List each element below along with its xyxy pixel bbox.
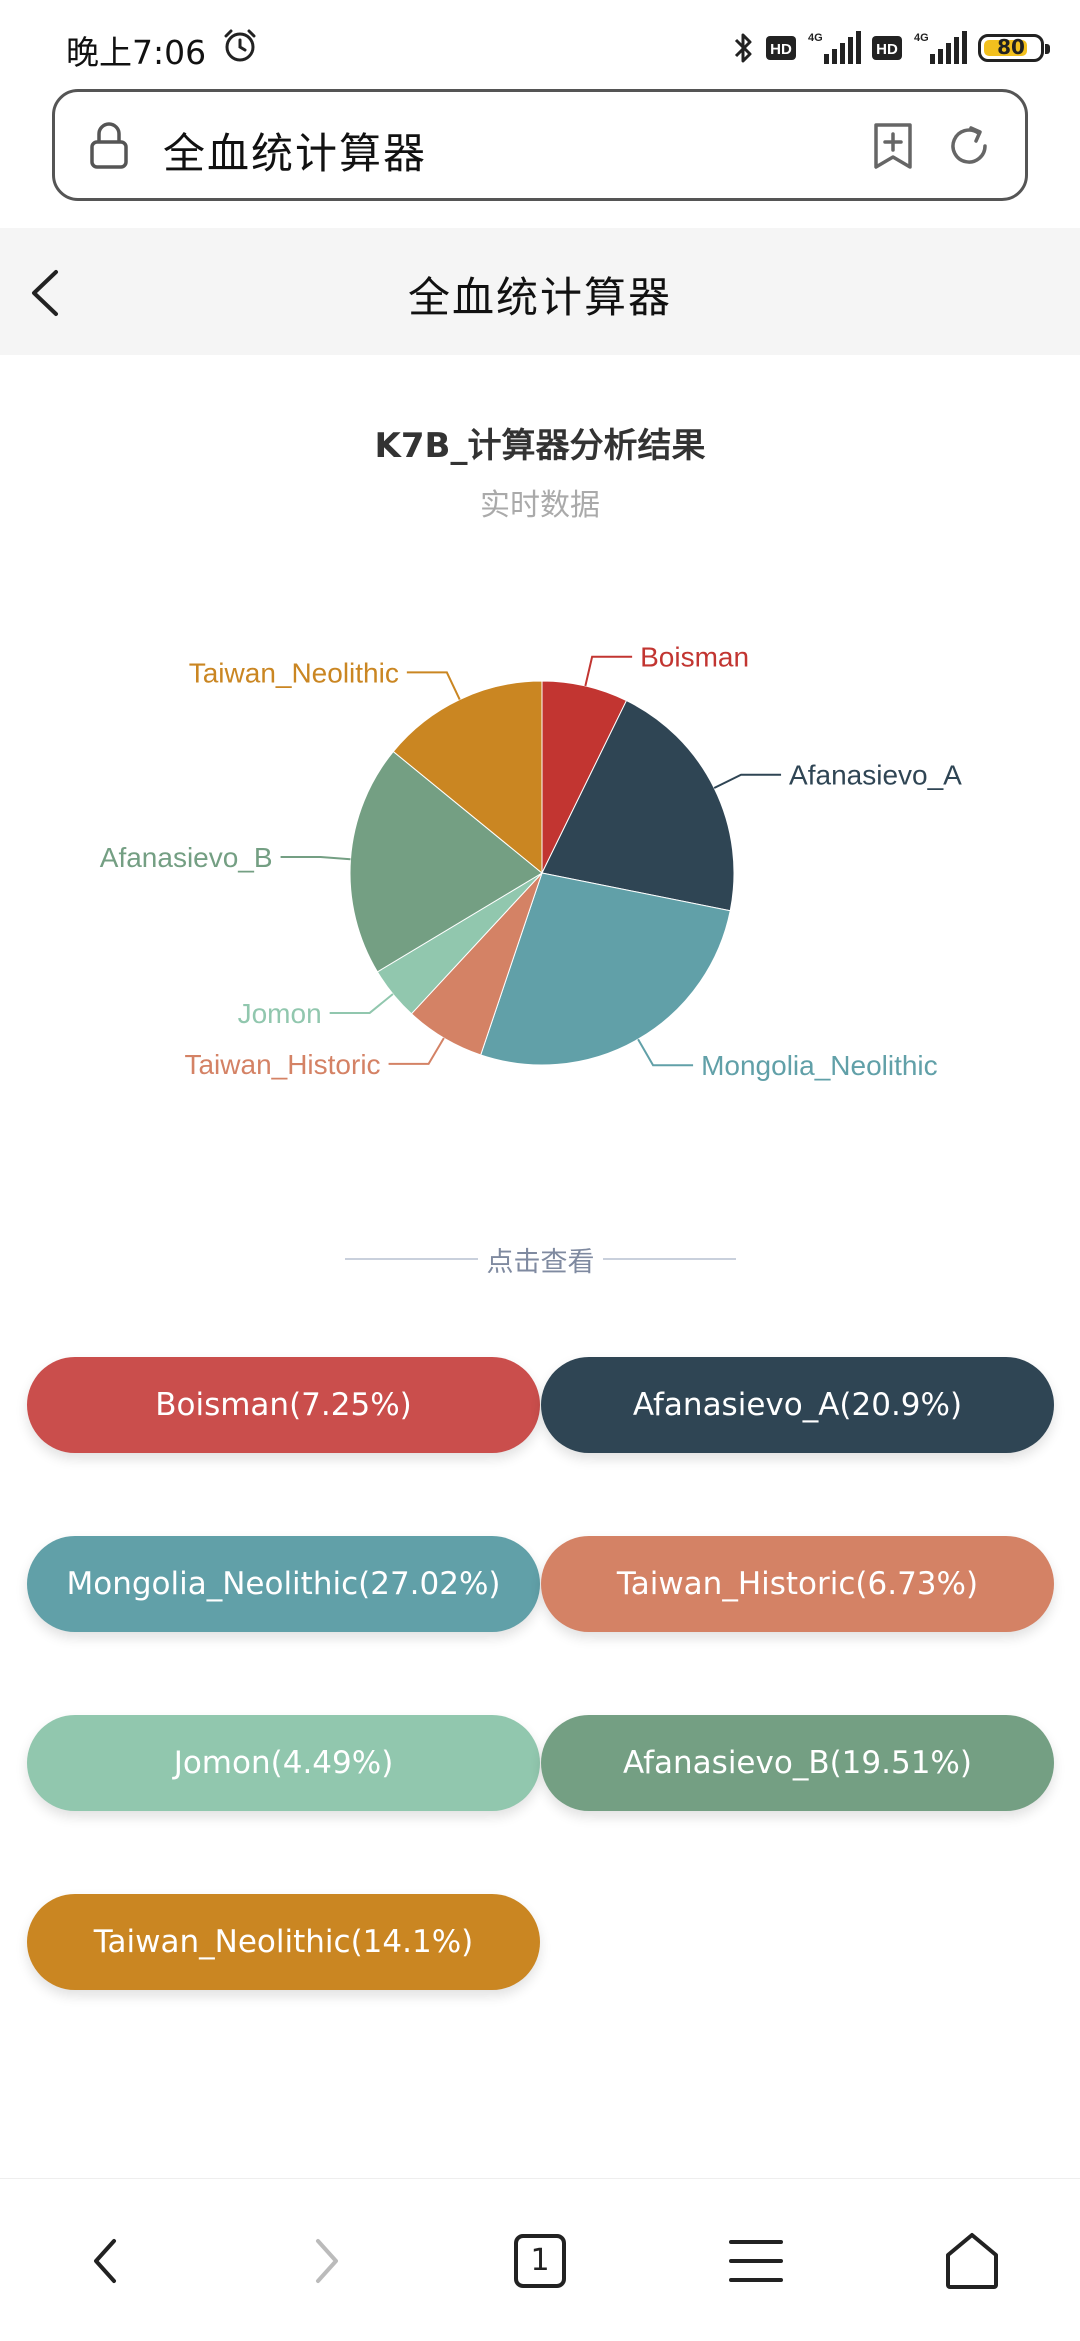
hd-icon: HD [766, 36, 796, 60]
result-button-afanasievo-b[interactable]: Afanasievo_B(19.51%) [541, 1715, 1054, 1811]
label-line-boisman [584, 655, 633, 687]
status-bar: 晚上7:06 HD 4G HD 4G [0, 0, 1080, 90]
status-icons: HD 4G HD 4G 80 [732, 28, 1050, 68]
nav-tabs-button[interactable]: 1 [500, 2221, 580, 2301]
hd-icon-2: HD [872, 36, 902, 60]
pie-slice-afanasievo-a[interactable] [541, 699, 735, 912]
result-button-taiwan-historic[interactable]: Taiwan_Historic(6.73%) [541, 1536, 1054, 1632]
label-line-afanasievo-b [280, 856, 351, 861]
battery-level [984, 40, 1028, 56]
signal-1-icon: 4G [808, 31, 861, 64]
chart-title: K7B_计算器分析结果 [374, 426, 706, 466]
nav-menu-button[interactable] [716, 2221, 796, 2301]
label-line-taiwan-historic [388, 1037, 445, 1065]
alarm-icon [224, 29, 256, 62]
bluetooth-icon [734, 33, 752, 63]
bookmark-add-icon[interactable] [871, 122, 915, 170]
page-header: 全血统计算器 [0, 228, 1080, 355]
svg-text:HD: HD [876, 41, 898, 58]
label-line-jomon [329, 993, 394, 1014]
pie-label-afanasievo-a: Afanasievo_A [789, 760, 962, 791]
address-bar[interactable]: 全血统计算器 [52, 89, 1028, 201]
nav-forward-button[interactable] [286, 2221, 366, 2301]
pie-label-taiwan-historic: Taiwan_Historic [184, 1049, 380, 1080]
refresh-icon[interactable] [945, 122, 993, 170]
result-button-boisman[interactable]: Boisman(7.25%) [27, 1357, 540, 1453]
battery-icon: 80 [978, 34, 1050, 62]
pie-label-mongolia-neolithic: Mongolia_Neolithic [701, 1050, 938, 1081]
pie-slice-mongolia-neolithic[interactable] [480, 872, 731, 1066]
result-button-mongolia-neolithic[interactable]: Mongolia_Neolithic(27.02%) [27, 1536, 540, 1632]
result-button-taiwan-neolithic[interactable]: Taiwan_Neolithic(14.1%) [27, 1894, 540, 1990]
svg-text:4G: 4G [808, 32, 823, 44]
label-line-mongolia-neolithic [637, 1038, 694, 1067]
divider: 点击查看 [0, 1240, 1080, 1280]
label-line-afanasievo-a [713, 773, 782, 789]
pie-label-taiwan-neolithic: Taiwan_Neolithic [189, 657, 399, 688]
home-icon [946, 2233, 998, 2289]
signal-2-icon: 4G [914, 31, 967, 64]
pie-chart[interactable]: Boisman Afanasievo_A Mongolia_Neolithic Tai… [0, 560, 1080, 1120]
result-button-jomon[interactable]: Jomon(4.49%) [27, 1715, 540, 1811]
svg-text:HD: HD [770, 41, 792, 58]
pie-label-afanasievo-b: Afanasievo_B [100, 842, 273, 873]
status-time: 晚上7:06 [66, 33, 207, 72]
pie-label-boisman: Boisman [640, 642, 749, 673]
tabs-icon: 1 [514, 2234, 566, 2288]
divider-line-right [603, 1258, 736, 1260]
label-line-taiwan-neolithic [406, 671, 461, 700]
lock-icon [90, 122, 128, 169]
result-button-afanasievo-a[interactable]: Afanasievo_A(20.9%) [541, 1357, 1054, 1453]
svg-text:4G: 4G [914, 32, 929, 44]
pie-label-jomon: Jomon [238, 998, 322, 1029]
back-icon [94, 2239, 116, 2283]
chart-subtitle: 实时数据 [480, 488, 600, 523]
pie-slice-afanasievo-b[interactable] [349, 750, 543, 973]
divider-label: 点击查看 [486, 1247, 595, 1278]
nav-back-button[interactable] [66, 2221, 146, 2301]
bottom-nav: 1 [0, 2178, 1080, 2341]
forward-icon [316, 2239, 338, 2283]
nav-home-button[interactable] [932, 2221, 1012, 2301]
back-icon[interactable] [26, 266, 66, 320]
page-title: 全血统计算器 [407, 273, 672, 322]
address-text[interactable]: 全血统计算器 [163, 129, 428, 178]
menu-icon [729, 2240, 783, 2282]
pie-slice-taiwan-neolithic[interactable] [392, 680, 543, 875]
divider-line-left [345, 1258, 478, 1260]
battery-text: 80 [997, 35, 1025, 59]
